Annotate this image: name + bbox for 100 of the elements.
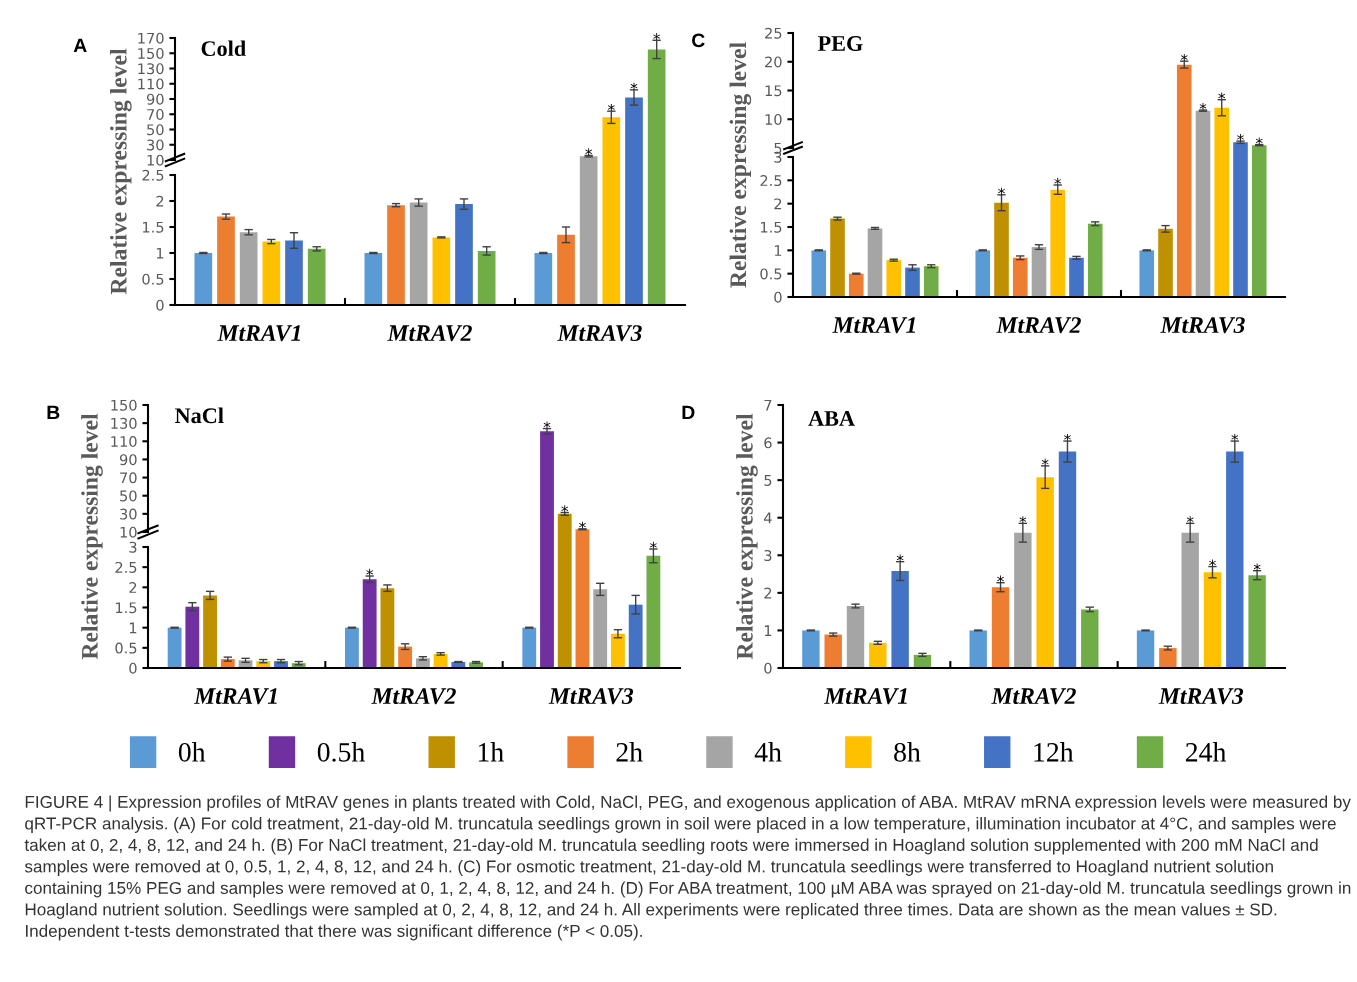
y-tick-label: 10	[120, 526, 137, 538]
bar	[307, 248, 326, 305]
y-tick-label: 0.5	[115, 642, 137, 654]
y-tick-label: 10	[147, 154, 164, 166]
bar	[846, 606, 865, 668]
y-tick-label: 0.5	[760, 268, 782, 280]
bar	[1248, 575, 1266, 668]
y-tick-label: 25	[765, 27, 782, 39]
y-tick-label: 2.5	[760, 175, 782, 187]
bar	[628, 604, 643, 668]
data-label: *	[998, 187, 1005, 195]
legend-label: 1h	[478, 742, 504, 762]
bar	[1136, 630, 1155, 668]
bar	[345, 627, 359, 668]
bar	[991, 587, 1010, 668]
y-tick-label: 2.5	[115, 561, 137, 573]
data-label: *	[1041, 458, 1049, 466]
bar	[1036, 477, 1054, 668]
bar	[522, 627, 537, 668]
bar	[262, 241, 281, 305]
y-tick-label: 1	[156, 247, 164, 259]
y-tick-label: 150	[111, 399, 137, 411]
bar	[455, 204, 473, 305]
bar	[593, 589, 608, 668]
bar	[1159, 648, 1177, 668]
y-tick-label: 1.5	[115, 602, 137, 614]
y-tick-label: 1.5	[760, 221, 782, 233]
bar	[239, 232, 258, 305]
bar	[802, 630, 820, 668]
y-tick-label: 0	[129, 662, 137, 674]
bar	[432, 237, 451, 305]
caption: FIGURE 4 | Expression profiles of MtRAV genes in plants treated with Cold, NaCl, PEG, and exogenous application of ABA. MtRAV mRNA expression levels were measured by qRT-PCR analysis. (A) For cold treatment, 21-day-old M. truncatula seedlings grown in soil were placed in a low temperature, illumination incubator at 4°C, and samples were taken at 0, 2, 4, 8, 12, and 24 h. (B) For NaCl treatment, 21-day-old M. truncatula seedling roots were immersed in Hoagland solution supplemented with 200 mM NaCl and samples were removed at 0, 0.5, 1, 2, 4, 8, 12, and 24 h. (C) For osmotic treatment, 21-day-old M. truncatula seedlings were transferred to Hoagland nutrient solution containing 15% PEG and samples were removed at 0, 1, 2, 4, 8, 12, and 24 h. (D) For ABA treatment, 100 µM ABA was sprayed on 21-day-old M. truncatula seedlings grown in Hoagland nutrient solution. Seedlings were sampled at 0, 2, 4, 8, 12, and 24 h. All experiments were replicated three times. Data are shown as the mean values ± SD. Independent t-tests demonstrated that there was significant difference (*P < 0.05).	[24, 795, 1351, 941]
y-tick-label: 20	[765, 56, 782, 68]
bar	[830, 218, 845, 297]
x-tick-label: MtRAV3	[548, 688, 634, 705]
bar	[1012, 257, 1028, 297]
bar	[1058, 451, 1077, 668]
bar	[285, 240, 303, 305]
y-axis-title: Relative expressing level	[110, 48, 132, 295]
x-tick-label: MtRAV1	[217, 325, 301, 342]
y-tick-label: 3	[129, 541, 137, 553]
bar	[409, 202, 428, 305]
x-tick-label: MtRAV2	[996, 317, 1081, 334]
bar	[994, 202, 1009, 297]
bar	[611, 633, 625, 668]
bar	[364, 253, 383, 305]
bar	[557, 234, 575, 305]
y-tick-label: 15	[765, 85, 782, 97]
y-tick-label: 130	[111, 417, 137, 429]
y-tick-label: 0	[156, 299, 164, 311]
bar	[1181, 532, 1199, 668]
legend-label: 24h	[1185, 742, 1227, 762]
data-label: *	[1209, 559, 1216, 567]
bar	[969, 630, 987, 668]
y-tick-label: 5	[764, 475, 772, 486]
bar	[824, 634, 842, 668]
y-tick-label: 0.5	[142, 273, 164, 285]
data-label: *	[1255, 137, 1263, 145]
bar	[362, 579, 377, 668]
y-tick-label: 1.5	[142, 221, 164, 233]
bar	[848, 273, 864, 297]
chart-title: Cold	[201, 40, 246, 57]
legend-label: 12h	[1034, 742, 1074, 762]
y-tick-label: 2.5	[142, 169, 164, 181]
data-label: *	[366, 568, 374, 576]
x-tick-label: MtRAV3	[557, 325, 642, 342]
bar	[1203, 572, 1222, 668]
bar	[975, 250, 991, 297]
data-label: *	[1231, 433, 1239, 441]
y-axis-title: Relative expressing level	[81, 413, 103, 660]
bar	[398, 646, 413, 668]
bar	[869, 642, 887, 668]
y-tick-label: 2	[764, 587, 772, 599]
y-tick-label: 7	[764, 399, 772, 411]
bar	[1069, 257, 1084, 297]
y-tick-label: 90	[119, 454, 137, 466]
y-tick-label: 170	[138, 32, 164, 44]
y-tick-label: 2	[129, 582, 137, 593]
y-tick-label: 30	[120, 508, 137, 520]
data-label: *	[1199, 102, 1207, 110]
bar	[534, 253, 553, 305]
bar	[217, 216, 235, 305]
y-tick-label: 0	[764, 662, 772, 674]
y-tick-label: 4	[764, 512, 772, 524]
text: C	[692, 33, 705, 48]
data-label: *	[650, 541, 657, 549]
bar	[905, 267, 920, 297]
bar	[203, 595, 217, 668]
y-tick-label: 130	[138, 63, 164, 75]
bar	[923, 266, 939, 297]
x-tick-label: MtRAV3	[1160, 317, 1245, 334]
data-label: *	[543, 421, 551, 429]
chart-title: PEG	[817, 36, 863, 51]
y-axis-title: Relative expressing level	[736, 413, 758, 660]
data-label: *	[585, 148, 593, 156]
data-label: *	[896, 554, 904, 562]
bar	[185, 606, 200, 668]
x-tick-label: MtRAV2	[991, 688, 1076, 705]
bar	[867, 228, 883, 297]
bar	[891, 571, 909, 668]
